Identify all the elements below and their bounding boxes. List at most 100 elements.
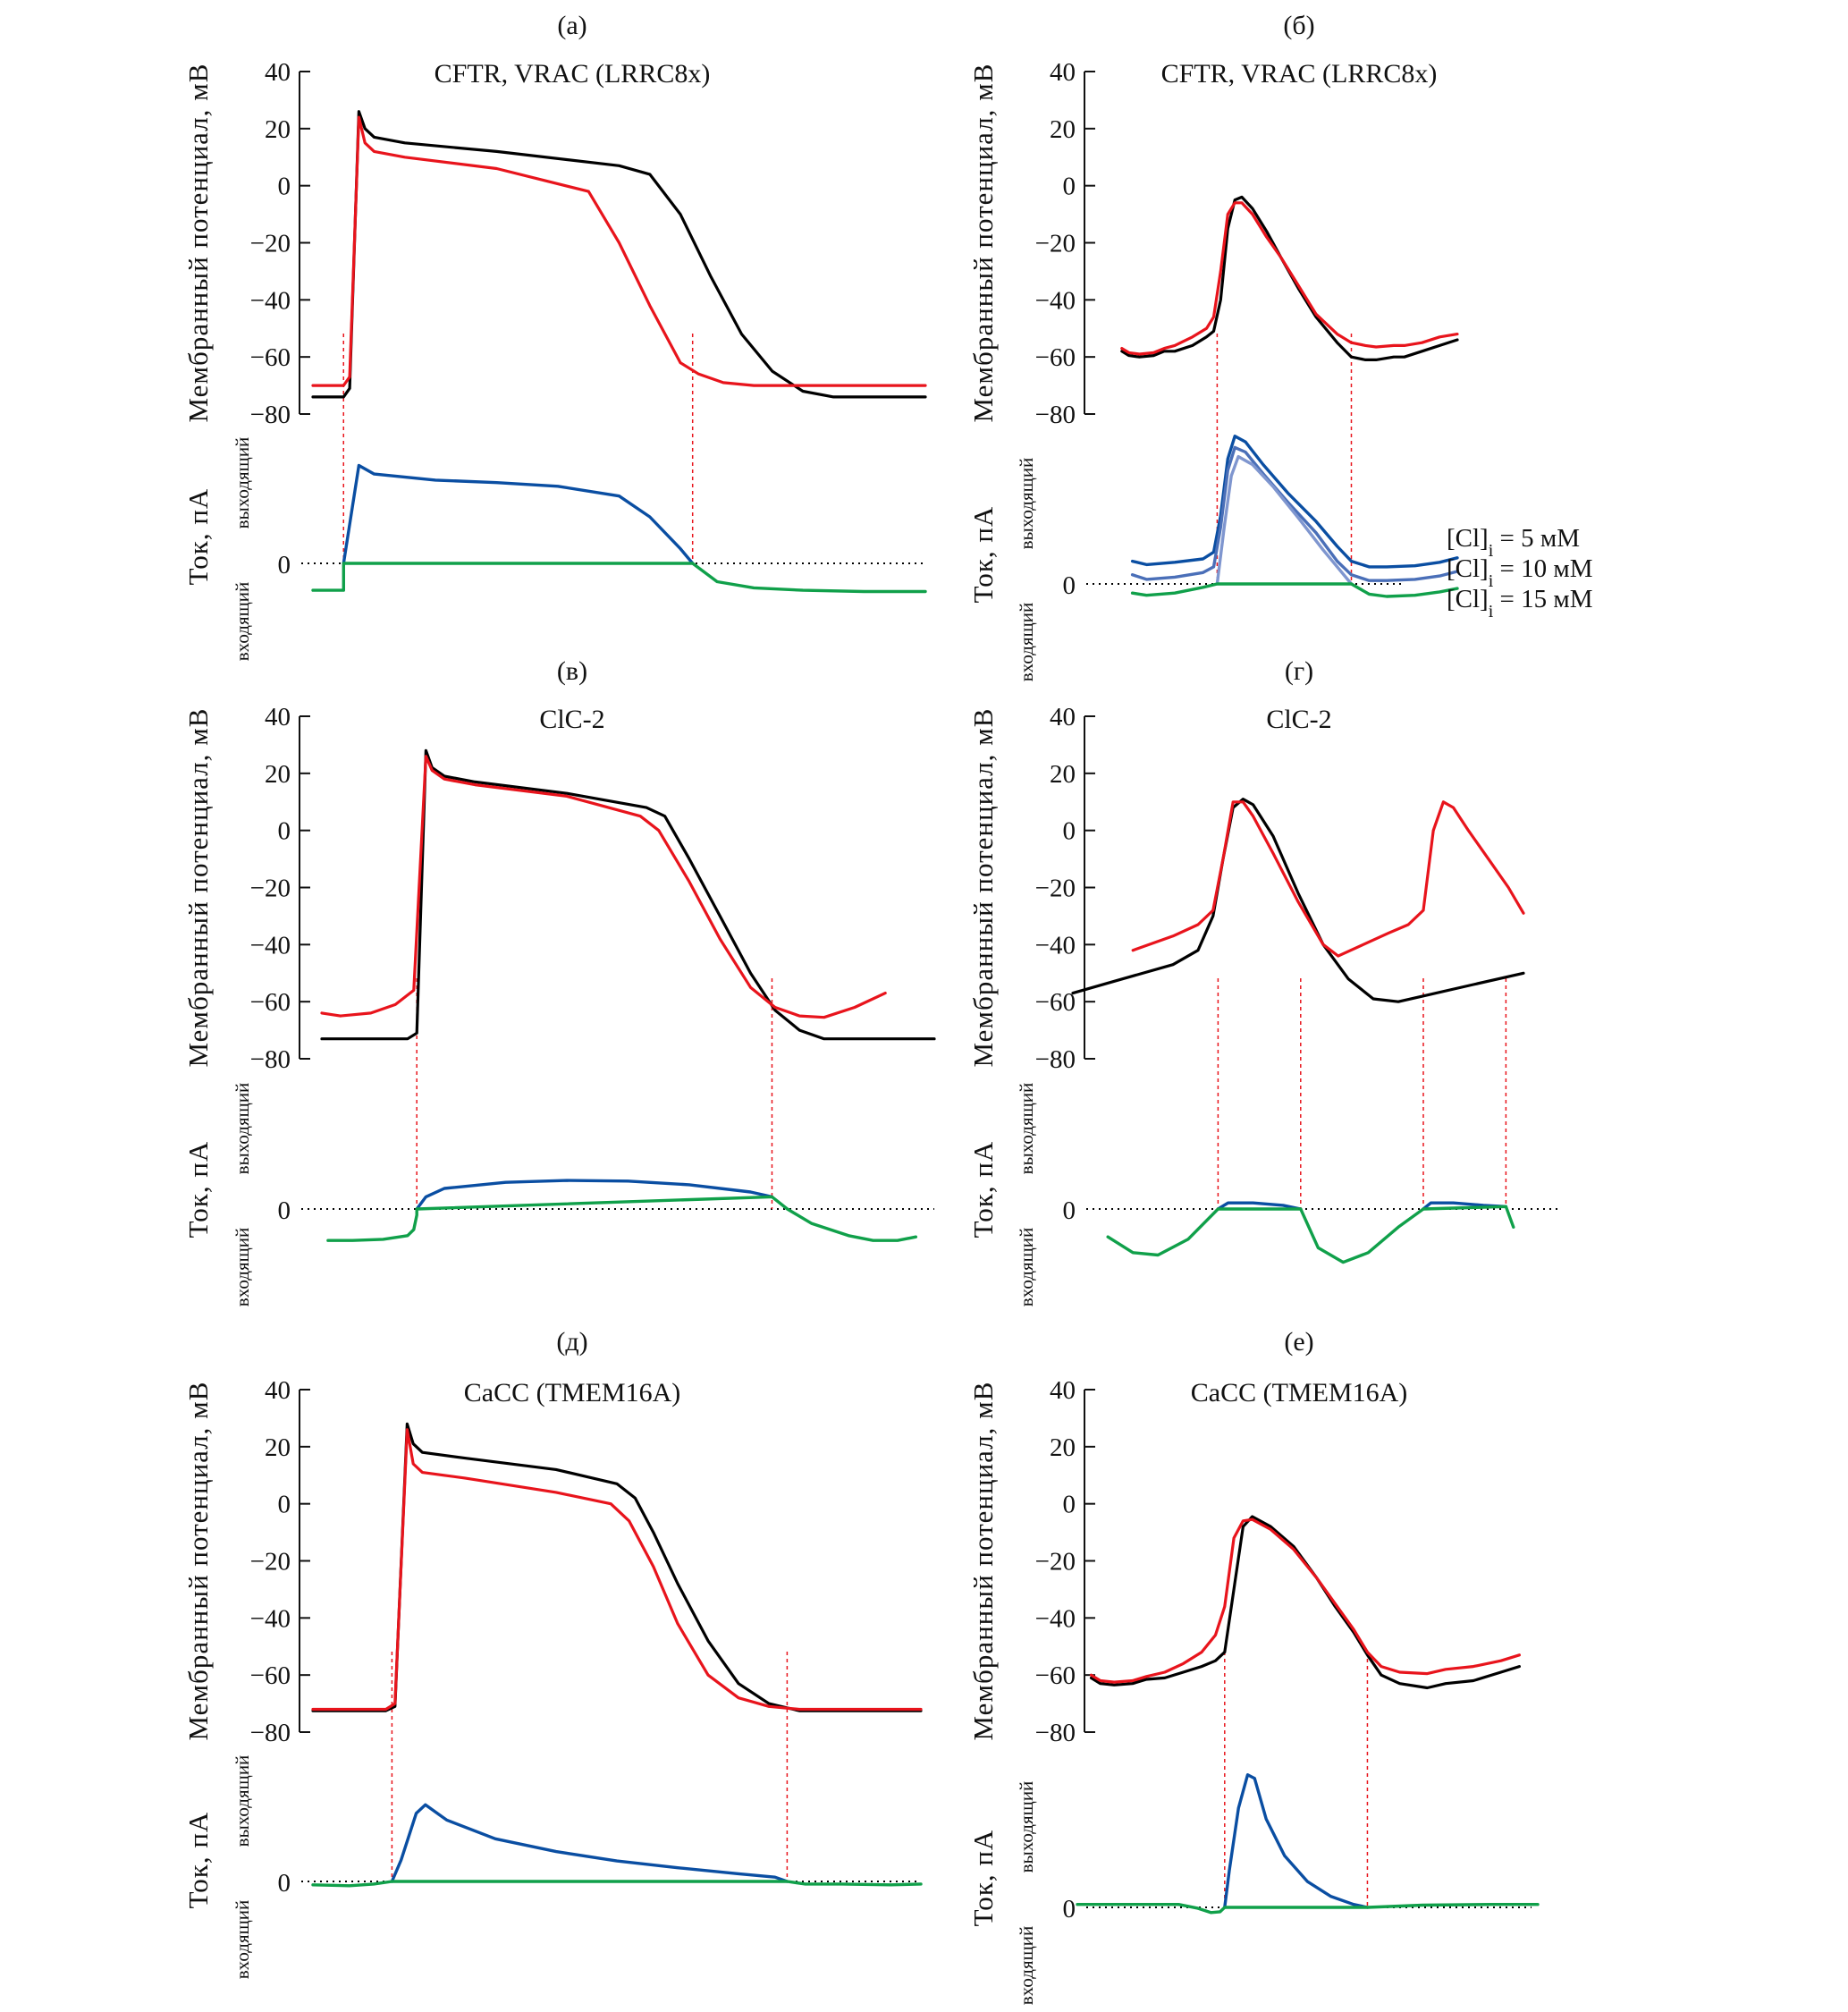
y-tick-label: 20 bbox=[1050, 760, 1076, 789]
y-tick-label: 40 bbox=[1050, 703, 1076, 731]
panel-e: (д) CaCC (TMEM16A) 40 20 0 −20 −40 −60 −80 Мембра… bbox=[182, 1327, 923, 1980]
y-tick-label: −80 bbox=[250, 1045, 291, 1074]
voltage-trace-channel bbox=[1120, 201, 1459, 356]
y-tick-label: 0 bbox=[278, 817, 291, 846]
y-tick-label: −20 bbox=[1035, 230, 1076, 258]
panel-letter: (г) bbox=[1285, 656, 1313, 686]
voltage-trace-control bbox=[1089, 1515, 1521, 1690]
panel-letter: (а) bbox=[557, 11, 586, 40]
y-tick-label: −40 bbox=[1035, 1604, 1076, 1633]
voltage-trace-channel bbox=[320, 755, 887, 1019]
voltage-axis-label: Мембранный потенциал, мВ bbox=[182, 1382, 214, 1741]
inward-label: входящий bbox=[1016, 603, 1037, 682]
current-trace-inward bbox=[1130, 582, 1459, 598]
y-tick-label: 20 bbox=[1050, 1433, 1076, 1462]
y-tick-label: 40 bbox=[265, 58, 291, 87]
current-axis-label: Ток, пА bbox=[182, 488, 214, 586]
y-tick-label: −80 bbox=[1035, 1719, 1076, 1747]
current-trace-inward bbox=[311, 562, 927, 594]
current-trace-inward bbox=[1076, 1903, 1540, 1915]
y-tick-label: −80 bbox=[1035, 401, 1076, 429]
y-tick-label: 0 bbox=[1063, 173, 1076, 201]
voltage-axis-label: Мембранный потенциал, мВ bbox=[967, 708, 999, 1068]
voltage-trace-control bbox=[1120, 195, 1459, 361]
panel-title: CFTR, VRAC (LRRC8x) bbox=[435, 59, 711, 89]
panel-title: CFTR, VRAC (LRRC8x) bbox=[1161, 59, 1438, 89]
panel-d: (г) ClC-2 40 20 0 −20 −40 −60 −80 Мембранный поте… bbox=[967, 656, 1558, 1306]
current-axis-label: Ток, пА bbox=[967, 506, 999, 604]
current-trace-outward bbox=[342, 463, 695, 565]
current-axis-label: Ток, пА bbox=[967, 1830, 999, 1927]
panel-title: CaCC (TMEM16A) bbox=[464, 1378, 681, 1408]
current-trace-inward bbox=[311, 1880, 923, 1888]
current-axis-label: Ток, пА bbox=[182, 1141, 214, 1238]
voltage-trace-channel bbox=[311, 1428, 923, 1712]
y-tick-label: −60 bbox=[250, 988, 291, 1017]
voltage-trace-control bbox=[311, 110, 927, 399]
current-axis-label: Ток, пА bbox=[182, 1812, 214, 1909]
outward-label: выходящий bbox=[1016, 1781, 1037, 1873]
y-tick-label: 20 bbox=[265, 760, 291, 789]
y-tick-label: 40 bbox=[1050, 1376, 1076, 1405]
y-tick-label: −40 bbox=[250, 931, 291, 960]
inward-label: входящий bbox=[1016, 1926, 1037, 2006]
current-trace-outward bbox=[390, 1803, 789, 1883]
y-tick-label: 40 bbox=[265, 1376, 291, 1405]
panel-f: (е) CaCC (TMEM16A) 40 20 0 −20 −40 −60 −80 Мембра… bbox=[967, 1327, 1540, 2006]
current-trace--cl-i-10-mm bbox=[1130, 445, 1459, 582]
y-tick-label: 40 bbox=[1050, 58, 1076, 87]
current-trace-outward bbox=[415, 1179, 774, 1211]
current-zero-label: 0 bbox=[1063, 571, 1076, 600]
voltage-trace-channel bbox=[1089, 1517, 1521, 1684]
y-tick-label: 0 bbox=[278, 1491, 291, 1519]
panel-letter: (д) bbox=[556, 1327, 587, 1357]
legend-entry: [Cl]i = 5 мМ bbox=[1447, 524, 1580, 561]
y-tick-label: 20 bbox=[1050, 115, 1076, 144]
y-tick-label: −60 bbox=[1035, 988, 1076, 1017]
inward-label: входящий bbox=[1016, 1228, 1037, 1307]
current-trace-outward bbox=[1216, 1201, 1303, 1211]
voltage-axis-label: Мембранный потенциал, мВ bbox=[967, 63, 999, 423]
y-tick-label: −40 bbox=[1035, 286, 1076, 315]
y-tick-label: 40 bbox=[265, 703, 291, 731]
current-trace-inward bbox=[1106, 1205, 1515, 1264]
y-tick-label: −60 bbox=[1035, 343, 1076, 372]
voltage-trace-channel bbox=[1131, 800, 1525, 958]
current-trace--cl-i-15-mm bbox=[1215, 454, 1354, 586]
outward-label: выходящий bbox=[232, 1755, 253, 1847]
panel-a: (а) CFTR, VRAC (LRRC8x) 40 20 0 −20 −40 −60 −80 М… bbox=[182, 11, 927, 662]
y-tick-label: 0 bbox=[1063, 817, 1076, 846]
panel-title: ClC-2 bbox=[1266, 705, 1331, 734]
y-tick-label: −20 bbox=[250, 230, 291, 258]
outward-label: выходящий bbox=[1016, 458, 1037, 550]
voltage-axis-label: Мембранный потенциал, мВ bbox=[182, 63, 214, 423]
y-tick-label: −40 bbox=[250, 286, 291, 315]
current-zero-label: 0 bbox=[278, 1869, 291, 1898]
outward-label: выходящий bbox=[1016, 1083, 1037, 1175]
y-tick-label: −60 bbox=[250, 1661, 291, 1690]
outward-label: выходящий bbox=[232, 1083, 253, 1175]
y-tick-label: 0 bbox=[278, 173, 291, 201]
panel-b: (б) CFTR, VRAC (LRRC8x) 40 20 0 −20 −40 −60 −80 М… bbox=[967, 11, 1593, 681]
voltage-trace-control bbox=[320, 748, 936, 1041]
y-tick-label: −60 bbox=[250, 343, 291, 372]
inward-label: входящий bbox=[232, 582, 253, 662]
y-tick-label: 0 bbox=[1063, 1491, 1076, 1519]
legend-entry: [Cl]i = 10 мМ bbox=[1447, 554, 1593, 591]
panel-letter: (б) bbox=[1283, 11, 1314, 40]
voltage-axis-label: Мембранный потенциал, мВ bbox=[182, 708, 214, 1068]
current-trace-outward bbox=[1223, 1773, 1370, 1909]
y-tick-label: −20 bbox=[1035, 875, 1076, 903]
inward-label: входящий bbox=[232, 1900, 253, 1980]
y-tick-label: −40 bbox=[1035, 931, 1076, 960]
y-tick-label: −20 bbox=[250, 875, 291, 903]
panel-letter: (в) bbox=[557, 656, 587, 686]
voltage-trace-channel bbox=[311, 115, 927, 387]
voltage-axis-label: Мембранный потенциал, мВ bbox=[967, 1382, 999, 1741]
panel-c: (в) ClC-2 40 20 0 −20 −40 −60 −80 Мембранный поте… bbox=[182, 656, 936, 1306]
panel-title: CaCC (TMEM16A) bbox=[1191, 1378, 1408, 1408]
panel-title: ClC-2 bbox=[539, 705, 604, 734]
current-trace--cl-i-5-mm bbox=[1130, 435, 1459, 569]
y-tick-label: −40 bbox=[250, 1604, 291, 1633]
legend-entry: [Cl]i = 15 мМ bbox=[1447, 585, 1593, 621]
